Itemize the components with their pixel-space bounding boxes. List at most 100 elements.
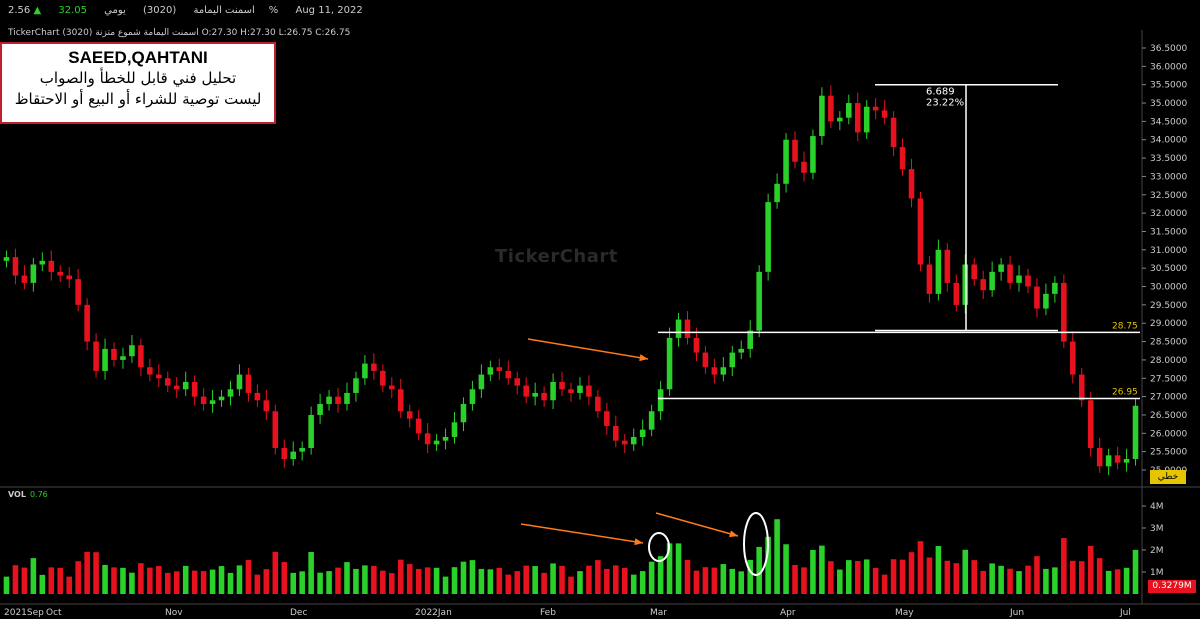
candle-body [478,374,485,390]
candle-body [415,418,422,434]
volume-bar [774,519,780,594]
volume-bar [756,546,762,594]
volume-bar [111,567,117,594]
volume-bar [1052,567,1058,594]
candle-body [21,275,28,283]
candle-body [353,378,359,393]
candle-body [944,249,951,283]
price-tick-label: 27.5000 [1150,374,1187,384]
volume-tick-label: 4M [1150,502,1164,512]
volume-bar [1025,565,1031,594]
volume-bar [21,567,28,594]
volume-bar [3,576,10,594]
volume-bar [138,563,144,594]
volume-bar [1070,560,1076,594]
volume-bar [66,576,72,594]
volume-bar [765,536,771,594]
volume-bar [783,544,789,594]
volume-bar [1087,545,1094,594]
volume-bar [908,552,915,594]
price-tick-label: 32.5000 [1150,191,1187,201]
volume-bar [1034,556,1040,594]
candle-body [828,95,834,122]
volume-bar [568,576,574,594]
volume-last-badge: 0.3279M [1148,580,1196,593]
candle-body [792,139,798,162]
change-percent: 2.56% [8,5,279,16]
candle-body [227,389,234,397]
chart-style-badge[interactable]: خطي [1150,470,1186,484]
time-axis-label: 2022Jan [415,608,452,618]
candle-body [308,414,314,448]
volume-bar [380,570,386,594]
volume-bar [326,571,332,594]
candle-body [156,374,162,379]
period-label[interactable]: يومي [104,5,126,16]
volume-bar [595,560,601,594]
volume-bar [75,561,81,594]
candle-body [245,374,252,393]
volume-bar [613,565,619,594]
price-tick-label: 32.0000 [1150,209,1187,219]
volume-spike-ellipse [743,512,769,576]
symbol-code: (3020) [143,5,177,16]
candle-body [998,264,1004,272]
price-tick-label: 36.0000 [1150,62,1187,72]
candle-body [1087,400,1094,448]
candle-body [1016,275,1022,283]
volume-bar [57,567,64,594]
volume-bar [344,562,350,594]
time-axis-label: Oct [46,608,62,618]
candle-body [693,337,700,353]
candle-body [577,385,583,393]
volume-bar [935,546,942,594]
volume-tick-label: 3M [1150,524,1164,534]
volume-bar [191,570,198,594]
volume-bar [1123,567,1130,594]
candle-body [917,198,924,265]
candle-body [1078,374,1085,401]
volume-bar [648,561,655,594]
volume-bar [738,571,745,594]
volume-bar [371,565,377,594]
volume-bar [577,571,583,594]
candle-body [621,440,628,445]
volume-bar [666,543,673,594]
candle-body [12,257,19,276]
volume-arrow-1 [520,523,644,544]
volume-bar [102,564,108,594]
volume-bar [729,568,736,594]
candle-body [397,389,404,412]
volume-bar [747,559,753,594]
candle-body [138,345,144,368]
candle-body [120,356,126,360]
volume-arrow-2 [655,512,739,537]
candle-body [846,103,852,118]
candle-body [460,403,467,423]
volume-bar [890,559,897,594]
candle-body [523,385,529,397]
candle-body [362,363,368,379]
price-tick-label: 28.0000 [1150,356,1187,366]
candle-body [675,319,682,338]
volume-bar [926,557,933,594]
volume-bar [424,567,431,594]
volume-bar [487,569,494,594]
candle-body [666,337,673,390]
candle-body [182,381,189,390]
volume-bar [1007,568,1013,594]
candle-body [236,374,243,390]
candle-body [344,392,350,404]
volume-bar [389,573,395,594]
volume-bar [523,565,529,594]
candle-body [872,106,879,111]
volume-bar [881,574,888,594]
candle-body [639,429,646,437]
volume-bar [693,570,700,594]
price-tick-label: 28.5000 [1150,338,1187,348]
candle-body [30,264,37,283]
candle-body [75,279,81,305]
candle-body [586,385,592,397]
analyst-note: SAEED,QAHTANI تحليل فني قابل للخطأ والصو… [0,42,276,124]
